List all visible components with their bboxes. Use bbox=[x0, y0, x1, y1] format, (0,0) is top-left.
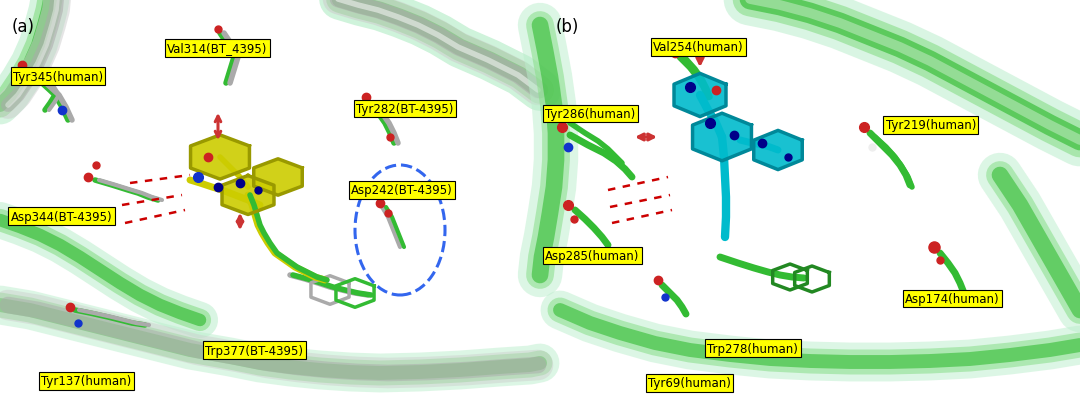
Polygon shape bbox=[692, 114, 752, 162]
Text: Tyr219(human): Tyr219(human) bbox=[886, 119, 976, 132]
Polygon shape bbox=[254, 160, 302, 196]
Text: Asp174(human): Asp174(human) bbox=[905, 292, 1000, 305]
Text: Tyr282(BT-4395): Tyr282(BT-4395) bbox=[356, 103, 454, 116]
Polygon shape bbox=[754, 131, 802, 170]
Polygon shape bbox=[674, 74, 726, 117]
Text: Asp285(human): Asp285(human) bbox=[545, 249, 639, 262]
Polygon shape bbox=[190, 136, 249, 180]
Text: Tyr345(human): Tyr345(human) bbox=[13, 70, 103, 83]
Text: Asp242(BT-4395): Asp242(BT-4395) bbox=[351, 184, 453, 197]
Text: Asp344(BT-4395): Asp344(BT-4395) bbox=[11, 210, 112, 223]
Polygon shape bbox=[222, 176, 274, 215]
Text: Tyr137(human): Tyr137(human) bbox=[41, 374, 132, 387]
Text: Tyr69(human): Tyr69(human) bbox=[648, 376, 731, 389]
Text: (b): (b) bbox=[556, 18, 579, 36]
Text: Trp278(human): Trp278(human) bbox=[707, 342, 798, 355]
Text: Tyr286(human): Tyr286(human) bbox=[545, 108, 636, 121]
Text: Val314(BT_4395): Val314(BT_4395) bbox=[167, 42, 268, 55]
Text: Trp377(BT-4395): Trp377(BT-4395) bbox=[205, 344, 303, 357]
Text: (a): (a) bbox=[12, 18, 35, 36]
Text: Val254(human): Val254(human) bbox=[653, 41, 744, 54]
